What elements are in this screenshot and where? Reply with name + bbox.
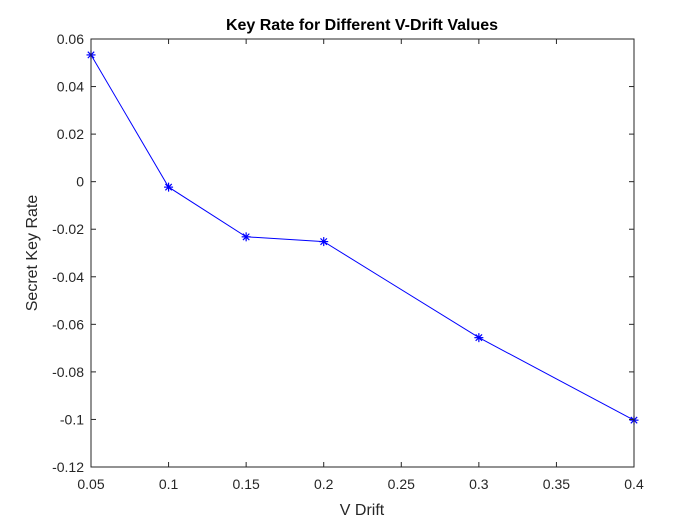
- plot-area-frame: [90, 38, 635, 468]
- y-tick-label: -0.12: [52, 459, 84, 475]
- data-point-marker: [319, 237, 329, 247]
- y-tick-label: -0.08: [52, 364, 84, 380]
- x-tick-label: 0.05: [77, 476, 104, 492]
- x-tick-label: 0.4: [624, 476, 644, 492]
- x-tick-label: 0.35: [543, 476, 570, 492]
- x-tick-label: 0.15: [233, 476, 260, 492]
- data-point-marker: [241, 232, 251, 242]
- tick-layer: 0.05 0.1 0.15 0.2 0.25 0.3 0.35 0.4 0.06 0.04 0.02…: [52, 31, 644, 492]
- y-tick-label: -0.04: [52, 269, 84, 285]
- data-point-marker: [164, 182, 174, 192]
- y-tick-label: -0.02: [52, 221, 84, 237]
- x-tick-label: 0.1: [159, 476, 179, 492]
- y-axis-label: Secret Key Rate: [24, 195, 41, 312]
- x-tick-label: 0.25: [388, 476, 415, 492]
- x-tick-label: 0.3: [469, 476, 489, 492]
- y-tick-label: -0.06: [52, 316, 84, 332]
- x-tick-label: 0.2: [314, 476, 334, 492]
- y-tick-label: 0: [76, 174, 84, 190]
- y-tick-label: 0.06: [57, 31, 84, 47]
- y-tick-label: 0.04: [57, 79, 84, 95]
- chart-title: Key Rate for Different V-Drift Values: [226, 17, 498, 34]
- data-point-marker: [474, 333, 484, 343]
- plot-area-background: [91, 39, 634, 467]
- series-line: [90, 54, 635, 421]
- y-tick-label: -0.1: [60, 411, 84, 427]
- y-tick-label: 0.02: [57, 126, 84, 142]
- x-axis-label: V Drift: [340, 502, 385, 519]
